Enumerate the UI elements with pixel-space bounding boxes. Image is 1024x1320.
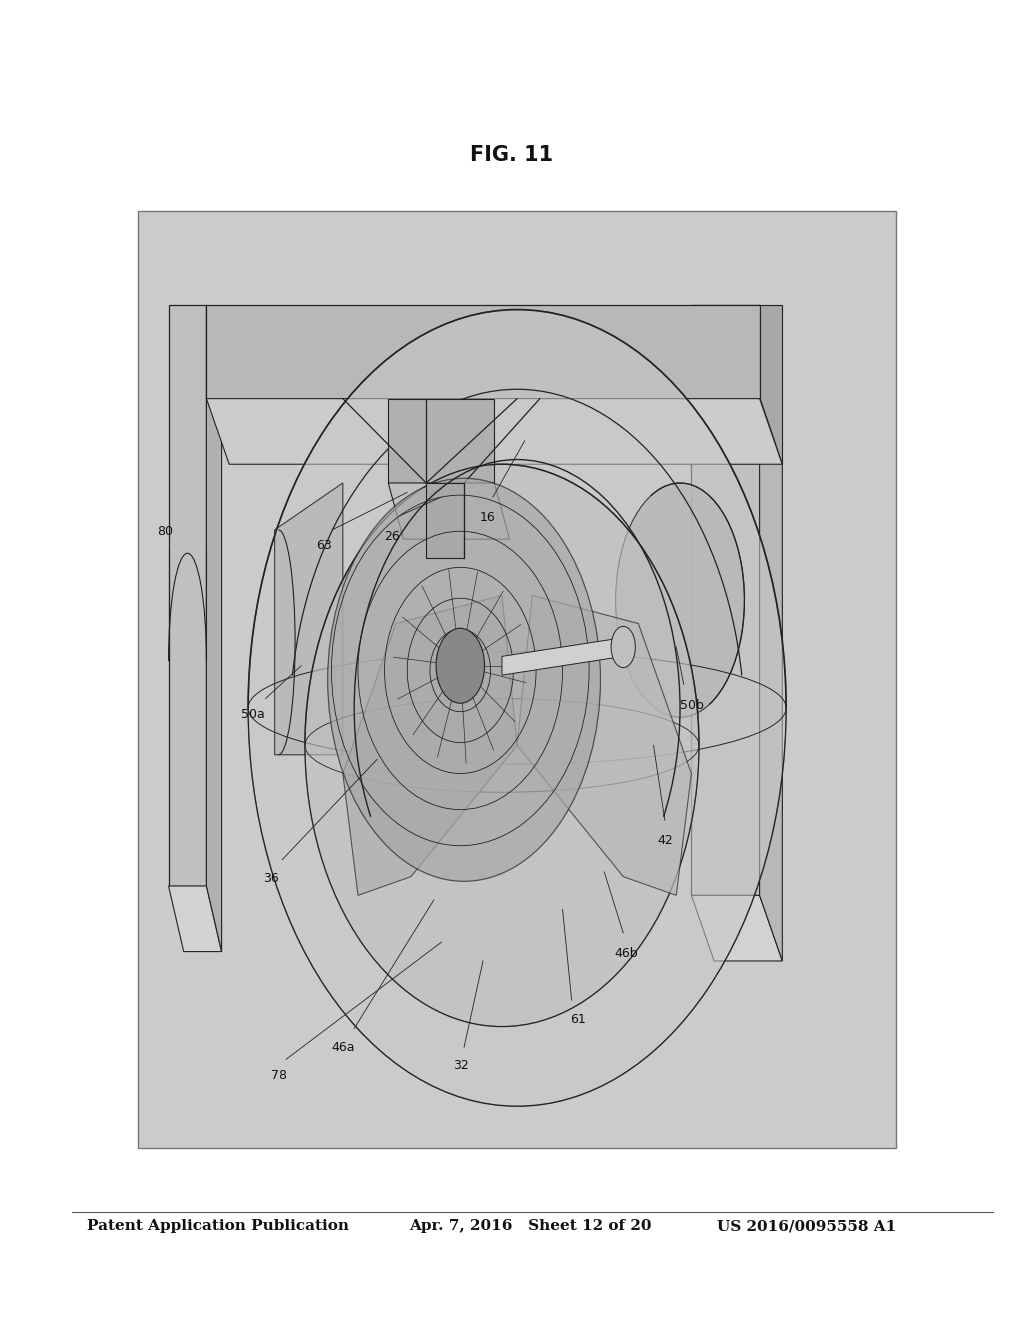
Text: Patent Application Publication: Patent Application Publication — [87, 1220, 349, 1233]
Text: US 2016/0095558 A1: US 2016/0095558 A1 — [717, 1220, 896, 1233]
Ellipse shape — [436, 628, 484, 704]
Text: 50a: 50a — [241, 708, 264, 721]
Polygon shape — [274, 483, 343, 755]
Polygon shape — [691, 895, 782, 961]
Text: 63: 63 — [316, 540, 332, 552]
Ellipse shape — [305, 465, 699, 1027]
Text: 80: 80 — [158, 525, 173, 539]
Polygon shape — [426, 483, 464, 558]
Polygon shape — [760, 305, 782, 465]
Polygon shape — [691, 305, 760, 895]
Polygon shape — [169, 305, 207, 886]
Polygon shape — [517, 595, 691, 895]
Text: 61: 61 — [570, 1012, 586, 1026]
Text: 46a: 46a — [332, 1040, 355, 1053]
Polygon shape — [207, 305, 760, 399]
Text: 26: 26 — [385, 529, 400, 543]
Bar — [138, 211, 896, 1148]
Text: FIG. 11: FIG. 11 — [470, 145, 554, 165]
Text: 50b: 50b — [680, 698, 703, 711]
Text: 42: 42 — [657, 834, 673, 847]
Polygon shape — [760, 305, 782, 961]
Text: 32: 32 — [453, 1060, 468, 1072]
Polygon shape — [343, 595, 517, 895]
Polygon shape — [388, 399, 495, 483]
Text: 78: 78 — [270, 1069, 287, 1081]
Text: 16: 16 — [479, 511, 495, 524]
Polygon shape — [207, 399, 782, 465]
Ellipse shape — [328, 478, 600, 882]
Polygon shape — [207, 305, 221, 952]
Polygon shape — [169, 886, 221, 952]
Text: 46b: 46b — [614, 946, 638, 960]
Text: Apr. 7, 2016   Sheet 12 of 20: Apr. 7, 2016 Sheet 12 of 20 — [410, 1220, 652, 1233]
Ellipse shape — [248, 310, 786, 1106]
Polygon shape — [502, 638, 624, 675]
Ellipse shape — [615, 483, 744, 717]
Polygon shape — [388, 483, 510, 540]
Text: 36: 36 — [263, 873, 279, 884]
Ellipse shape — [611, 627, 635, 668]
